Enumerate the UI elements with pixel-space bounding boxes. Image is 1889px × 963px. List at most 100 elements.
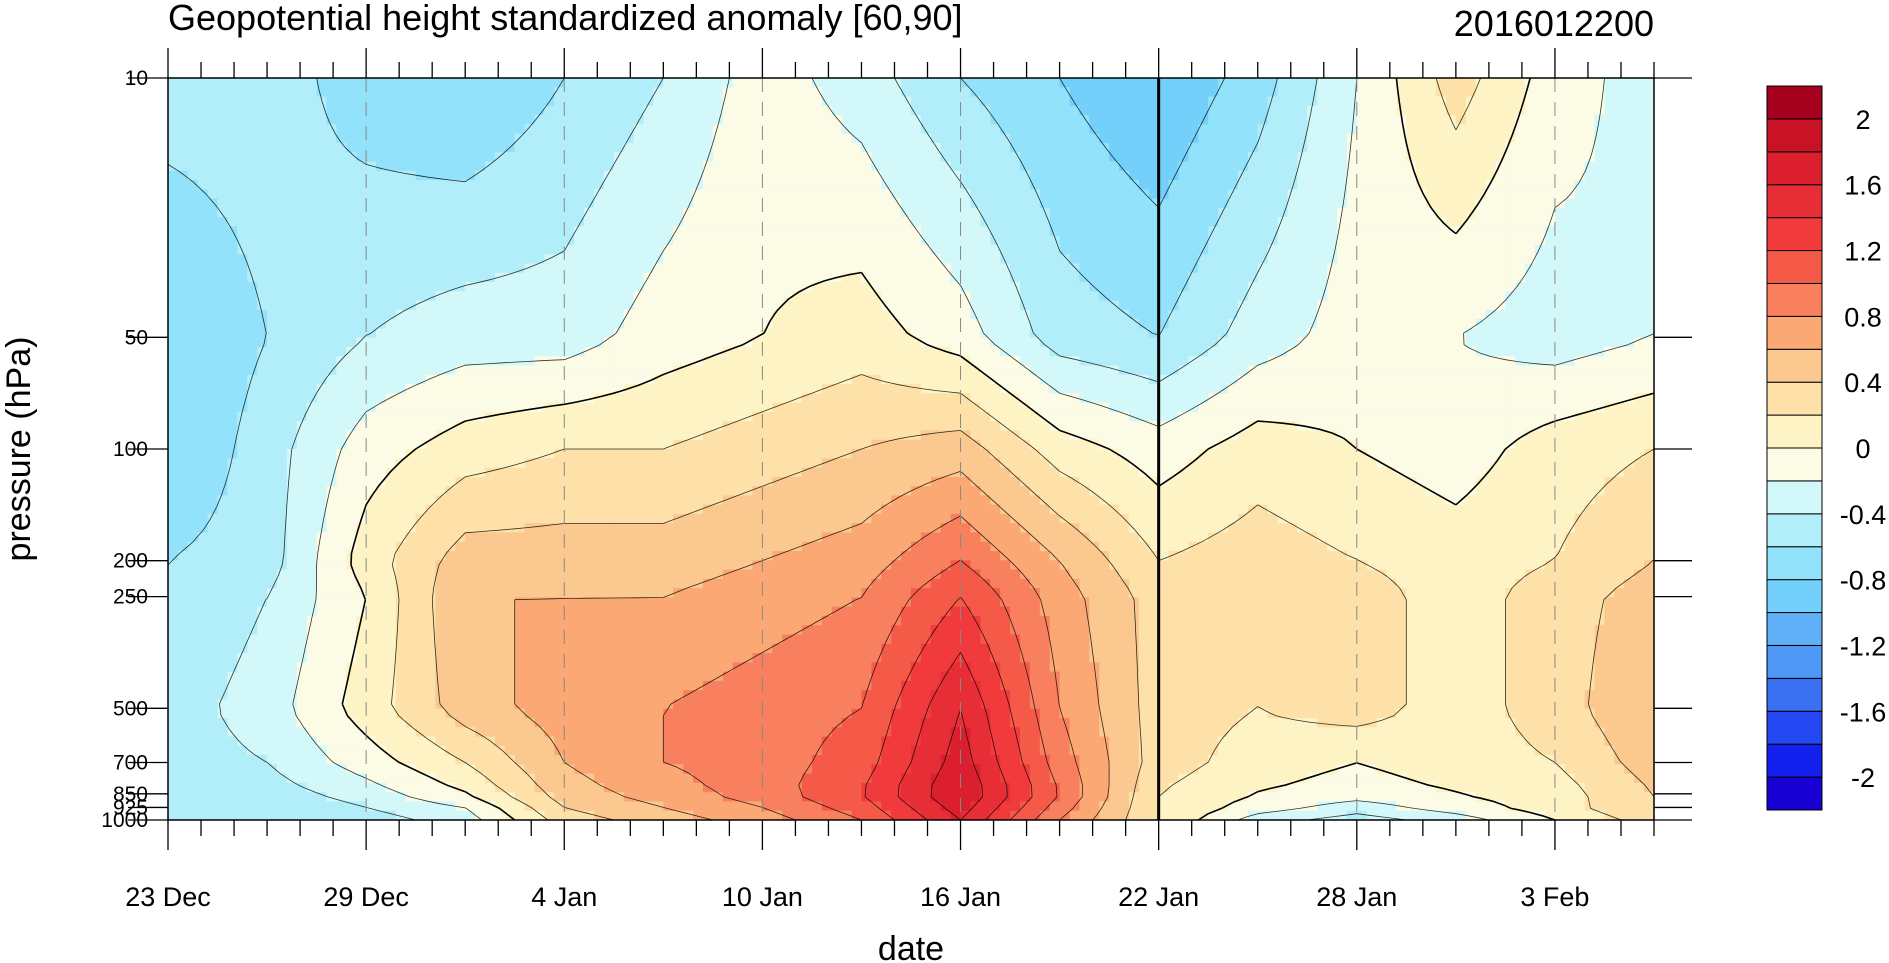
heatmap-cell xyxy=(1336,235,1348,246)
heatmap-cell xyxy=(1029,142,1041,153)
heatmap-cell xyxy=(1614,198,1625,209)
heatmap-cell xyxy=(504,78,516,88)
heatmap-cell xyxy=(1049,105,1061,116)
heatmap-cell xyxy=(217,226,229,237)
heatmap-cell xyxy=(1614,142,1625,153)
heatmap-cell xyxy=(851,300,863,311)
heatmap-cell xyxy=(306,365,318,376)
heatmap-cell xyxy=(197,142,209,153)
heatmap-cell xyxy=(475,291,486,302)
heatmap-cell xyxy=(1228,96,1239,107)
heatmap-cell xyxy=(1554,226,1566,237)
heatmap-cell xyxy=(1307,105,1318,116)
heatmap-cell xyxy=(960,78,972,88)
heatmap-cell xyxy=(296,226,308,237)
heatmap-cell xyxy=(1029,180,1041,190)
heatmap-cell xyxy=(1624,328,1635,339)
heatmap-cell xyxy=(187,346,199,357)
heatmap-cell xyxy=(257,124,268,135)
heatmap-cell xyxy=(1386,105,1398,116)
heatmap-cell xyxy=(1208,133,1219,144)
heatmap-cell xyxy=(1584,235,1596,246)
heatmap-cell xyxy=(524,161,536,172)
heatmap-cell xyxy=(267,105,278,116)
heatmap-cell xyxy=(1485,78,1497,88)
heatmap-cell xyxy=(871,244,882,255)
heatmap-cell xyxy=(1594,142,1606,153)
heatmap-cell xyxy=(683,189,694,200)
heatmap-cell xyxy=(247,346,258,357)
heatmap-cell xyxy=(1327,356,1338,367)
heatmap-cell xyxy=(316,207,328,218)
heatmap-cell xyxy=(267,87,278,98)
heatmap-cell xyxy=(306,87,318,98)
heatmap-cell xyxy=(712,124,724,135)
heatmap-cell xyxy=(623,207,635,218)
heatmap-cell xyxy=(514,87,526,98)
heatmap-cell xyxy=(1376,152,1388,163)
heatmap-cell xyxy=(653,319,664,330)
heatmap-cell xyxy=(1297,254,1308,265)
heatmap-cell xyxy=(901,365,912,376)
heatmap-cell xyxy=(227,282,238,292)
heatmap-cell xyxy=(752,272,763,283)
heatmap-cell xyxy=(1277,198,1289,209)
heatmap-cell xyxy=(534,207,546,218)
heatmap-cell xyxy=(633,300,645,311)
heatmap-cell xyxy=(593,142,605,153)
heatmap-cell xyxy=(1247,124,1259,135)
heatmap-cell xyxy=(1604,180,1615,190)
heatmap-cell xyxy=(187,328,199,339)
heatmap-cell xyxy=(901,189,912,200)
heatmap-cell xyxy=(960,235,972,246)
heatmap-cell xyxy=(405,189,417,200)
heatmap-cell xyxy=(217,337,229,348)
heatmap-cell xyxy=(643,198,655,209)
heatmap-cell xyxy=(1455,161,1467,172)
heatmap-cell xyxy=(187,133,199,144)
heatmap-cell xyxy=(1039,217,1051,228)
heatmap-cell xyxy=(722,244,734,255)
heatmap-cell xyxy=(286,226,298,237)
heatmap-cell xyxy=(366,319,377,330)
heatmap-cell xyxy=(1545,319,1556,330)
heatmap-cell xyxy=(1307,356,1318,367)
heatmap-cell xyxy=(1208,96,1219,107)
heatmap-cell xyxy=(901,115,912,125)
heatmap-cell xyxy=(980,170,991,181)
heatmap-cell xyxy=(1426,105,1437,116)
heatmap-cell xyxy=(1614,105,1625,116)
heatmap-cell xyxy=(930,309,942,320)
heatmap-cell xyxy=(1604,207,1615,218)
heatmap-cell xyxy=(405,226,417,237)
heatmap-cell xyxy=(960,207,972,218)
heatmap-cell xyxy=(1287,170,1298,181)
heatmap-cell xyxy=(1119,226,1130,237)
heatmap-cell xyxy=(1465,374,1477,385)
heatmap-cell xyxy=(485,207,496,218)
heatmap-cell xyxy=(1396,235,1407,246)
heatmap-cell xyxy=(1614,272,1625,283)
heatmap-cell xyxy=(574,87,585,98)
heatmap-cell xyxy=(851,282,863,292)
heatmap-cell xyxy=(1297,124,1308,135)
heatmap-cell xyxy=(1218,282,1229,292)
heatmap-cell xyxy=(613,78,625,88)
heatmap-cell xyxy=(613,337,625,348)
heatmap-cell xyxy=(1158,78,1170,88)
heatmap-cell xyxy=(356,87,367,98)
heatmap-cell xyxy=(1624,180,1635,190)
heatmap-cell xyxy=(693,300,704,311)
heatmap-cell xyxy=(1545,374,1556,385)
heatmap-cell xyxy=(1505,124,1516,135)
heatmap-cell xyxy=(1515,170,1526,181)
heatmap-cell xyxy=(673,115,684,125)
heatmap-cell xyxy=(911,217,922,228)
heatmap-cell xyxy=(306,207,318,218)
heatmap-cell xyxy=(1228,263,1239,274)
heatmap-cell xyxy=(950,180,962,190)
heatmap-cell xyxy=(683,300,694,311)
heatmap-cell xyxy=(1039,226,1051,237)
heatmap-cell xyxy=(217,319,229,330)
heatmap-cell xyxy=(544,198,555,209)
